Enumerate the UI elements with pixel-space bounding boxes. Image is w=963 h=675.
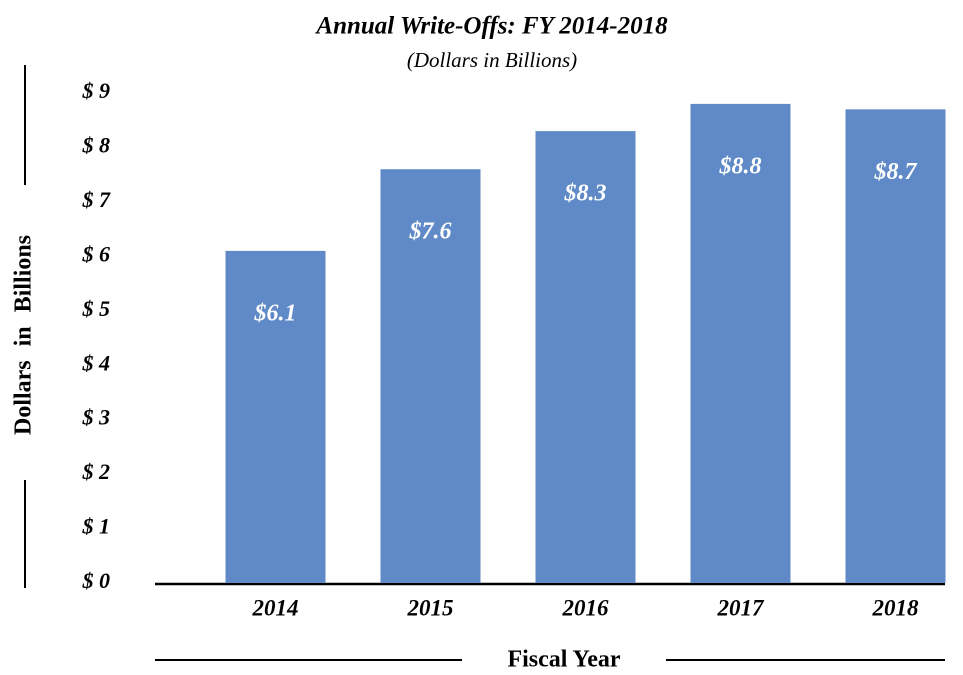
y-axis-label: Dollars in Billions: [11, 235, 37, 435]
bar: [845, 109, 946, 583]
x-tick-label: 2014: [252, 595, 299, 620]
bar: [535, 131, 636, 583]
bar: [380, 169, 481, 583]
data-label: $8.3: [564, 181, 607, 207]
y-tick-label: $ 2: [82, 459, 111, 484]
y-tick-label: $ 6: [82, 241, 111, 266]
x-tick-label: 2015: [407, 595, 454, 620]
x-tick-label: 2018: [872, 595, 920, 620]
y-tick-label: $ 3: [82, 405, 111, 430]
y-tick-label: $ 9: [82, 78, 111, 103]
y-tick-label: $ 1: [82, 514, 111, 539]
data-label: $7.6: [409, 219, 452, 245]
data-label: $6.1: [254, 300, 297, 326]
x-axis-label: Fiscal Year: [507, 647, 620, 673]
y-tick-label: $ 4: [82, 350, 111, 375]
y-tick-label: $ 8: [82, 132, 111, 157]
bar: [690, 103, 791, 583]
y-tick-label: $ 5: [82, 296, 111, 321]
y-tick-label: $ 7: [82, 187, 112, 212]
data-label: $8.8: [719, 153, 762, 179]
chart-subtitle: (Dollars in Billions): [407, 48, 577, 72]
bar: [225, 250, 326, 583]
y-tick-label: $ 0: [82, 568, 111, 593]
data-label: $8.7: [874, 159, 918, 185]
chart-title: Annual Write-Offs: FY 2014-2018: [314, 13, 668, 40]
x-tick-label: 2016: [562, 595, 610, 620]
x-tick-label: 2017: [717, 595, 766, 620]
